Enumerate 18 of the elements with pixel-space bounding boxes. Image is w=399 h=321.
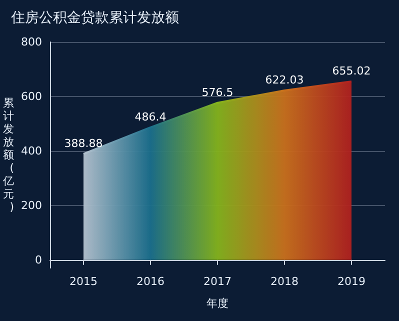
y-tick-label: 0 — [35, 253, 42, 266]
data-label: 622.03 — [265, 73, 304, 86]
y-tick-label: 200 — [21, 198, 42, 212]
x-tick-label: 2018 — [270, 275, 298, 288]
y-tick-label: 400 — [21, 144, 42, 158]
x-tick-label: 2016 — [136, 275, 164, 288]
data-label: 486.4 — [134, 110, 166, 124]
data-label: 576.5 — [202, 86, 234, 99]
x-tick-label: 2019 — [338, 275, 366, 288]
data-label: 655.02 — [332, 64, 371, 78]
x-axis-title: 年度 — [206, 297, 228, 310]
data-label: 388.88 — [64, 136, 103, 150]
y-tick-label: 800 — [21, 36, 42, 48]
y-tick-label: 600 — [21, 90, 42, 103]
x-tick-label: 2015 — [70, 275, 98, 288]
text: 累计发放额(亿元) — [3, 96, 14, 214]
x-tick-label: 2017 — [204, 275, 232, 288]
chart-title: 住房公积金贷款累计发放额 — [10, 10, 179, 26]
